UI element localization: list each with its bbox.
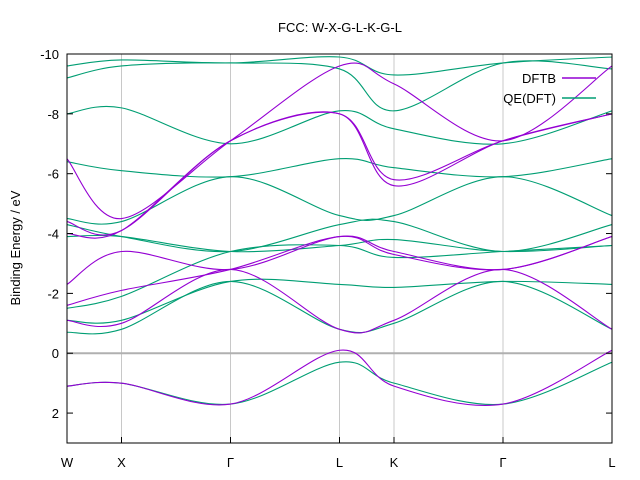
band-line-qe-dft [66, 158, 613, 178]
x-tick-label: X [117, 455, 126, 470]
legend-label: QE(DFT) [503, 91, 556, 106]
y-axis-label: Binding Energy / eV [8, 190, 23, 305]
y-tick-label: -6 [47, 167, 59, 182]
y-tick-label: 0 [52, 346, 59, 361]
x-tick-label: Γ [227, 455, 234, 470]
x-tick-label: Γ [499, 455, 506, 470]
grid [121, 54, 504, 443]
legend: DFTB QE(DFT) [503, 71, 596, 106]
x-tick-label: W [61, 455, 74, 470]
x-tick-label: L [608, 455, 615, 470]
y-tick-label: -4 [47, 227, 59, 242]
legend-label: DFTB [522, 71, 556, 86]
x-tick-label: K [390, 455, 399, 470]
x-tick-label: L [336, 455, 343, 470]
band-line-dftb [66, 235, 613, 285]
y-axis-ticks: -10 -8 -6 -4 -2 0 2 [40, 47, 612, 421]
band-line-qe-dft [66, 56, 613, 76]
band-line-qe-dft [66, 218, 613, 253]
y-tick-label: -10 [40, 47, 59, 62]
band-lines [66, 56, 613, 406]
band-line-qe-dft [66, 278, 613, 324]
y-tick-label: 2 [52, 406, 59, 421]
band-line-dftb [66, 62, 613, 220]
band-line-dftb [66, 349, 613, 406]
y-tick-label: -2 [47, 286, 59, 301]
y-tick-label: -8 [47, 107, 59, 122]
chart-title: FCC: W-X-G-L-K-G-L [278, 20, 402, 35]
band-line-qe-dft [66, 106, 613, 145]
